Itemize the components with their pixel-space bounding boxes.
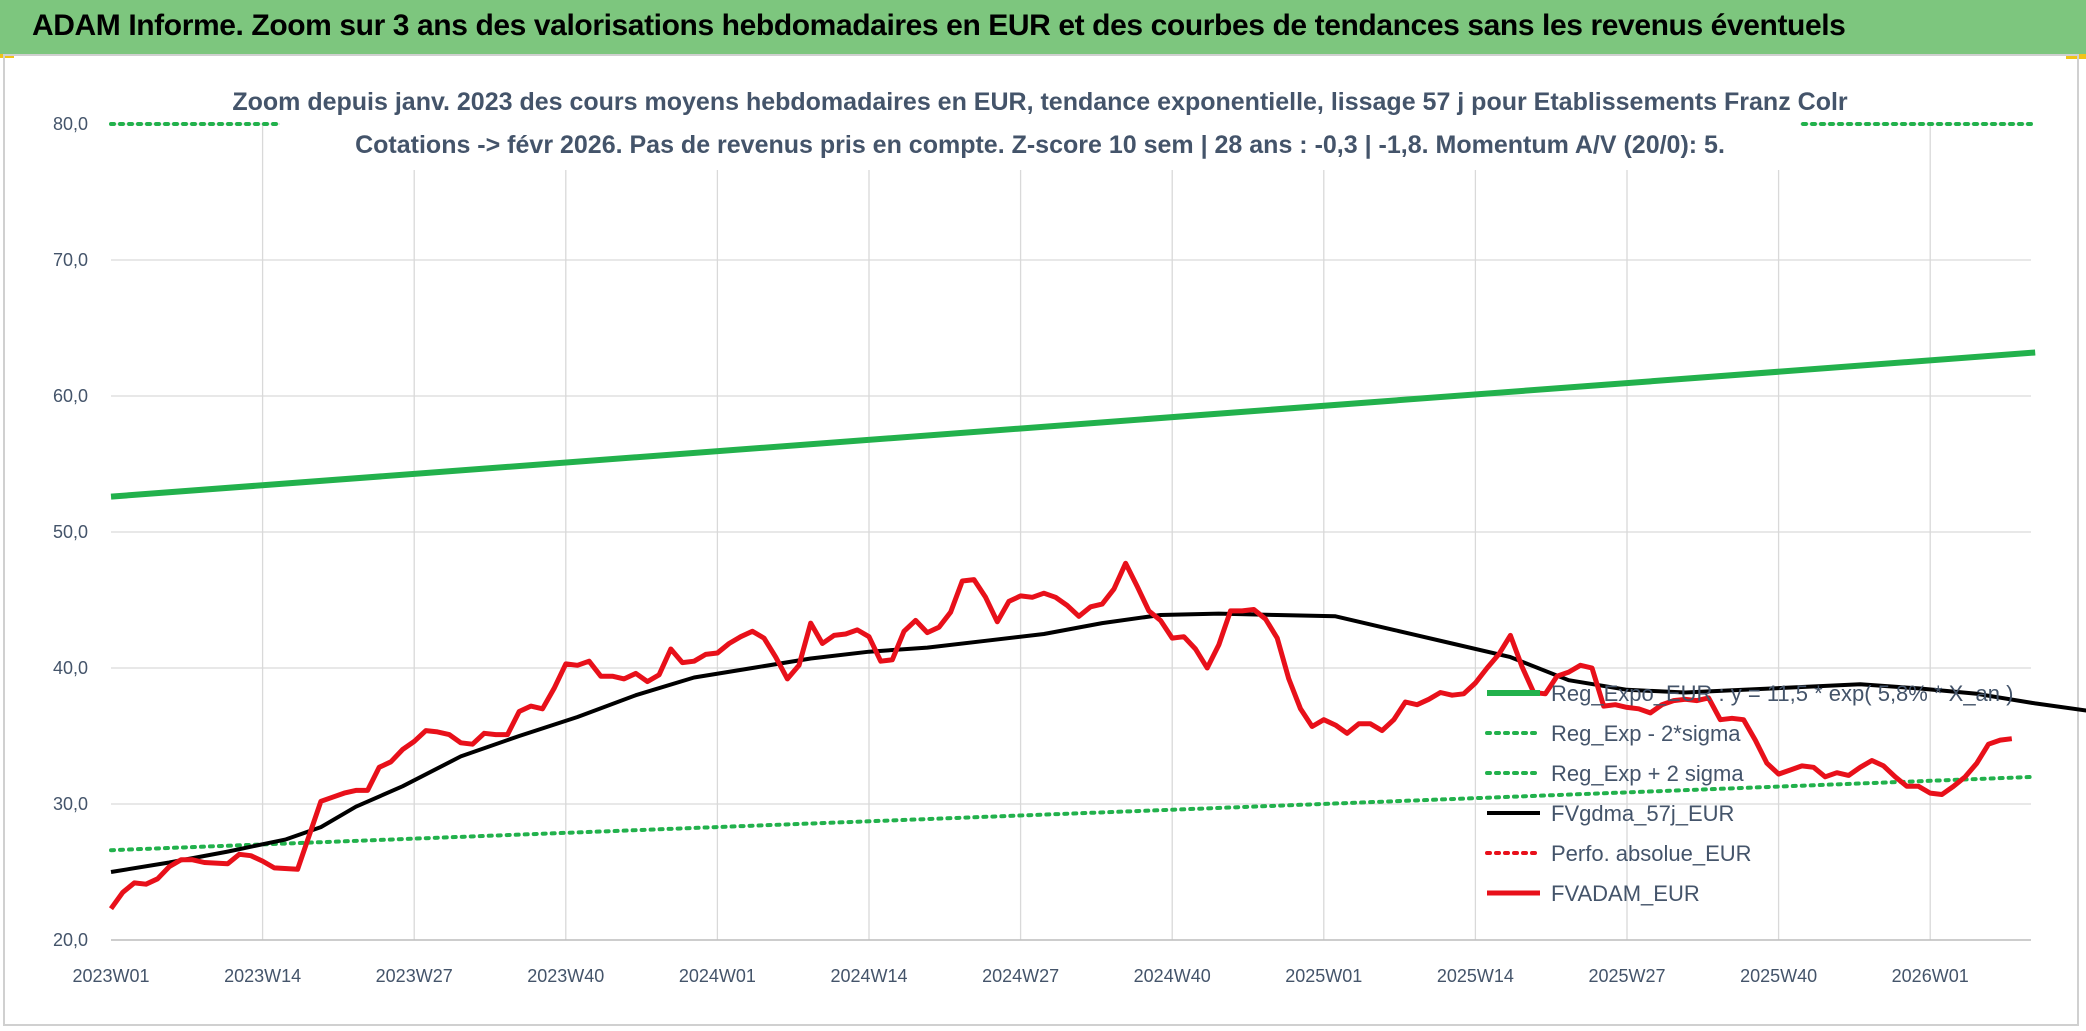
series-line-fvadam-eur: [108, 560, 2013, 911]
y-tick-label: 20,0: [53, 930, 88, 950]
x-tick-label: 2024W14: [830, 966, 907, 986]
chart-legend: Reg_Expo_EUR : y = 11,5 * exp( 5,8% * X_…: [1485, 681, 2013, 906]
legend-label-reg-expo-eur-y-11-5-exp-5-8-x-an: Reg_Expo_EUR : y = 11,5 * exp( 5,8% * X_…: [1551, 681, 2013, 706]
legend-label-reg-exp-2-sigma: Reg_Exp - 2*sigma: [1551, 721, 1741, 746]
y-tick-label: 30,0: [53, 794, 88, 814]
axis-layer: 20,0 30,0 40,0 50,0 60,0 70,0 80,0 2023W01 2023W…: [53, 114, 2031, 986]
legend-label-reg-exp-2-sigma: Reg_Exp + 2 sigma: [1551, 761, 1744, 786]
chart-title-block: Zoom depuis janv. 2023 des cours moyens …: [232, 80, 1848, 170]
x-tick-label: 2026W01: [1892, 966, 1969, 986]
corner-mark-left: [0, 54, 14, 58]
series-line-reg-expo-eur-y-11-5-exp-5-8-x-an: [110, 349, 2036, 500]
legend-label-fvadam-eur: FVADAM_EUR: [1551, 881, 1700, 906]
y-tick-label: 70,0: [53, 250, 88, 270]
x-tick-label: 2023W27: [376, 966, 453, 986]
legend-label-fvgdma-57j-eur: FVgdma_57j_EUR: [1551, 801, 1734, 826]
corner-mark-right: [2066, 54, 2086, 59]
chart-title: Zoom depuis janv. 2023 des cours moyens …: [232, 88, 1848, 116]
title-background: [280, 80, 1800, 170]
x-tick-label: 2025W01: [1285, 966, 1362, 986]
series-line-reg-exp-2-sigma: [109, 774, 2038, 853]
grid-layer: [111, 123, 2031, 941]
report-header: ADAM Informe. Zoom sur 3 ans des valoris…: [0, 0, 2086, 54]
x-tick-label: 2023W40: [527, 966, 604, 986]
x-tick-label: 2024W27: [982, 966, 1059, 986]
x-tick-label: 2025W40: [1740, 966, 1817, 986]
y-tick-label: 50,0: [53, 522, 88, 542]
x-tick-label: 2025W27: [1588, 966, 1665, 986]
x-tick-label: 2023W01: [72, 966, 149, 986]
x-tick-label: 2023W14: [224, 966, 301, 986]
chart-subtitle: Cotations -> févr 2026. Pas de revenus p…: [355, 131, 1725, 159]
report-title: ADAM Informe. Zoom sur 3 ans des valoris…: [32, 9, 1846, 42]
x-tick-label: 2025W14: [1437, 966, 1514, 986]
chart-frame: [3, 54, 2079, 1026]
y-tick-label: 60,0: [53, 386, 88, 406]
legend-label-perfo-absolue-eur: Perfo. absolue_EUR: [1551, 841, 1752, 866]
y-tick-label: 40,0: [53, 658, 88, 678]
x-tick-label: 2024W40: [1134, 966, 1211, 986]
series-layer: [108, 122, 2086, 911]
x-tick-label: 2024W01: [679, 966, 756, 986]
y-tick-label: 80,0: [53, 114, 88, 134]
series-line-fvgdma-57j-eur: [110, 611, 2086, 874]
